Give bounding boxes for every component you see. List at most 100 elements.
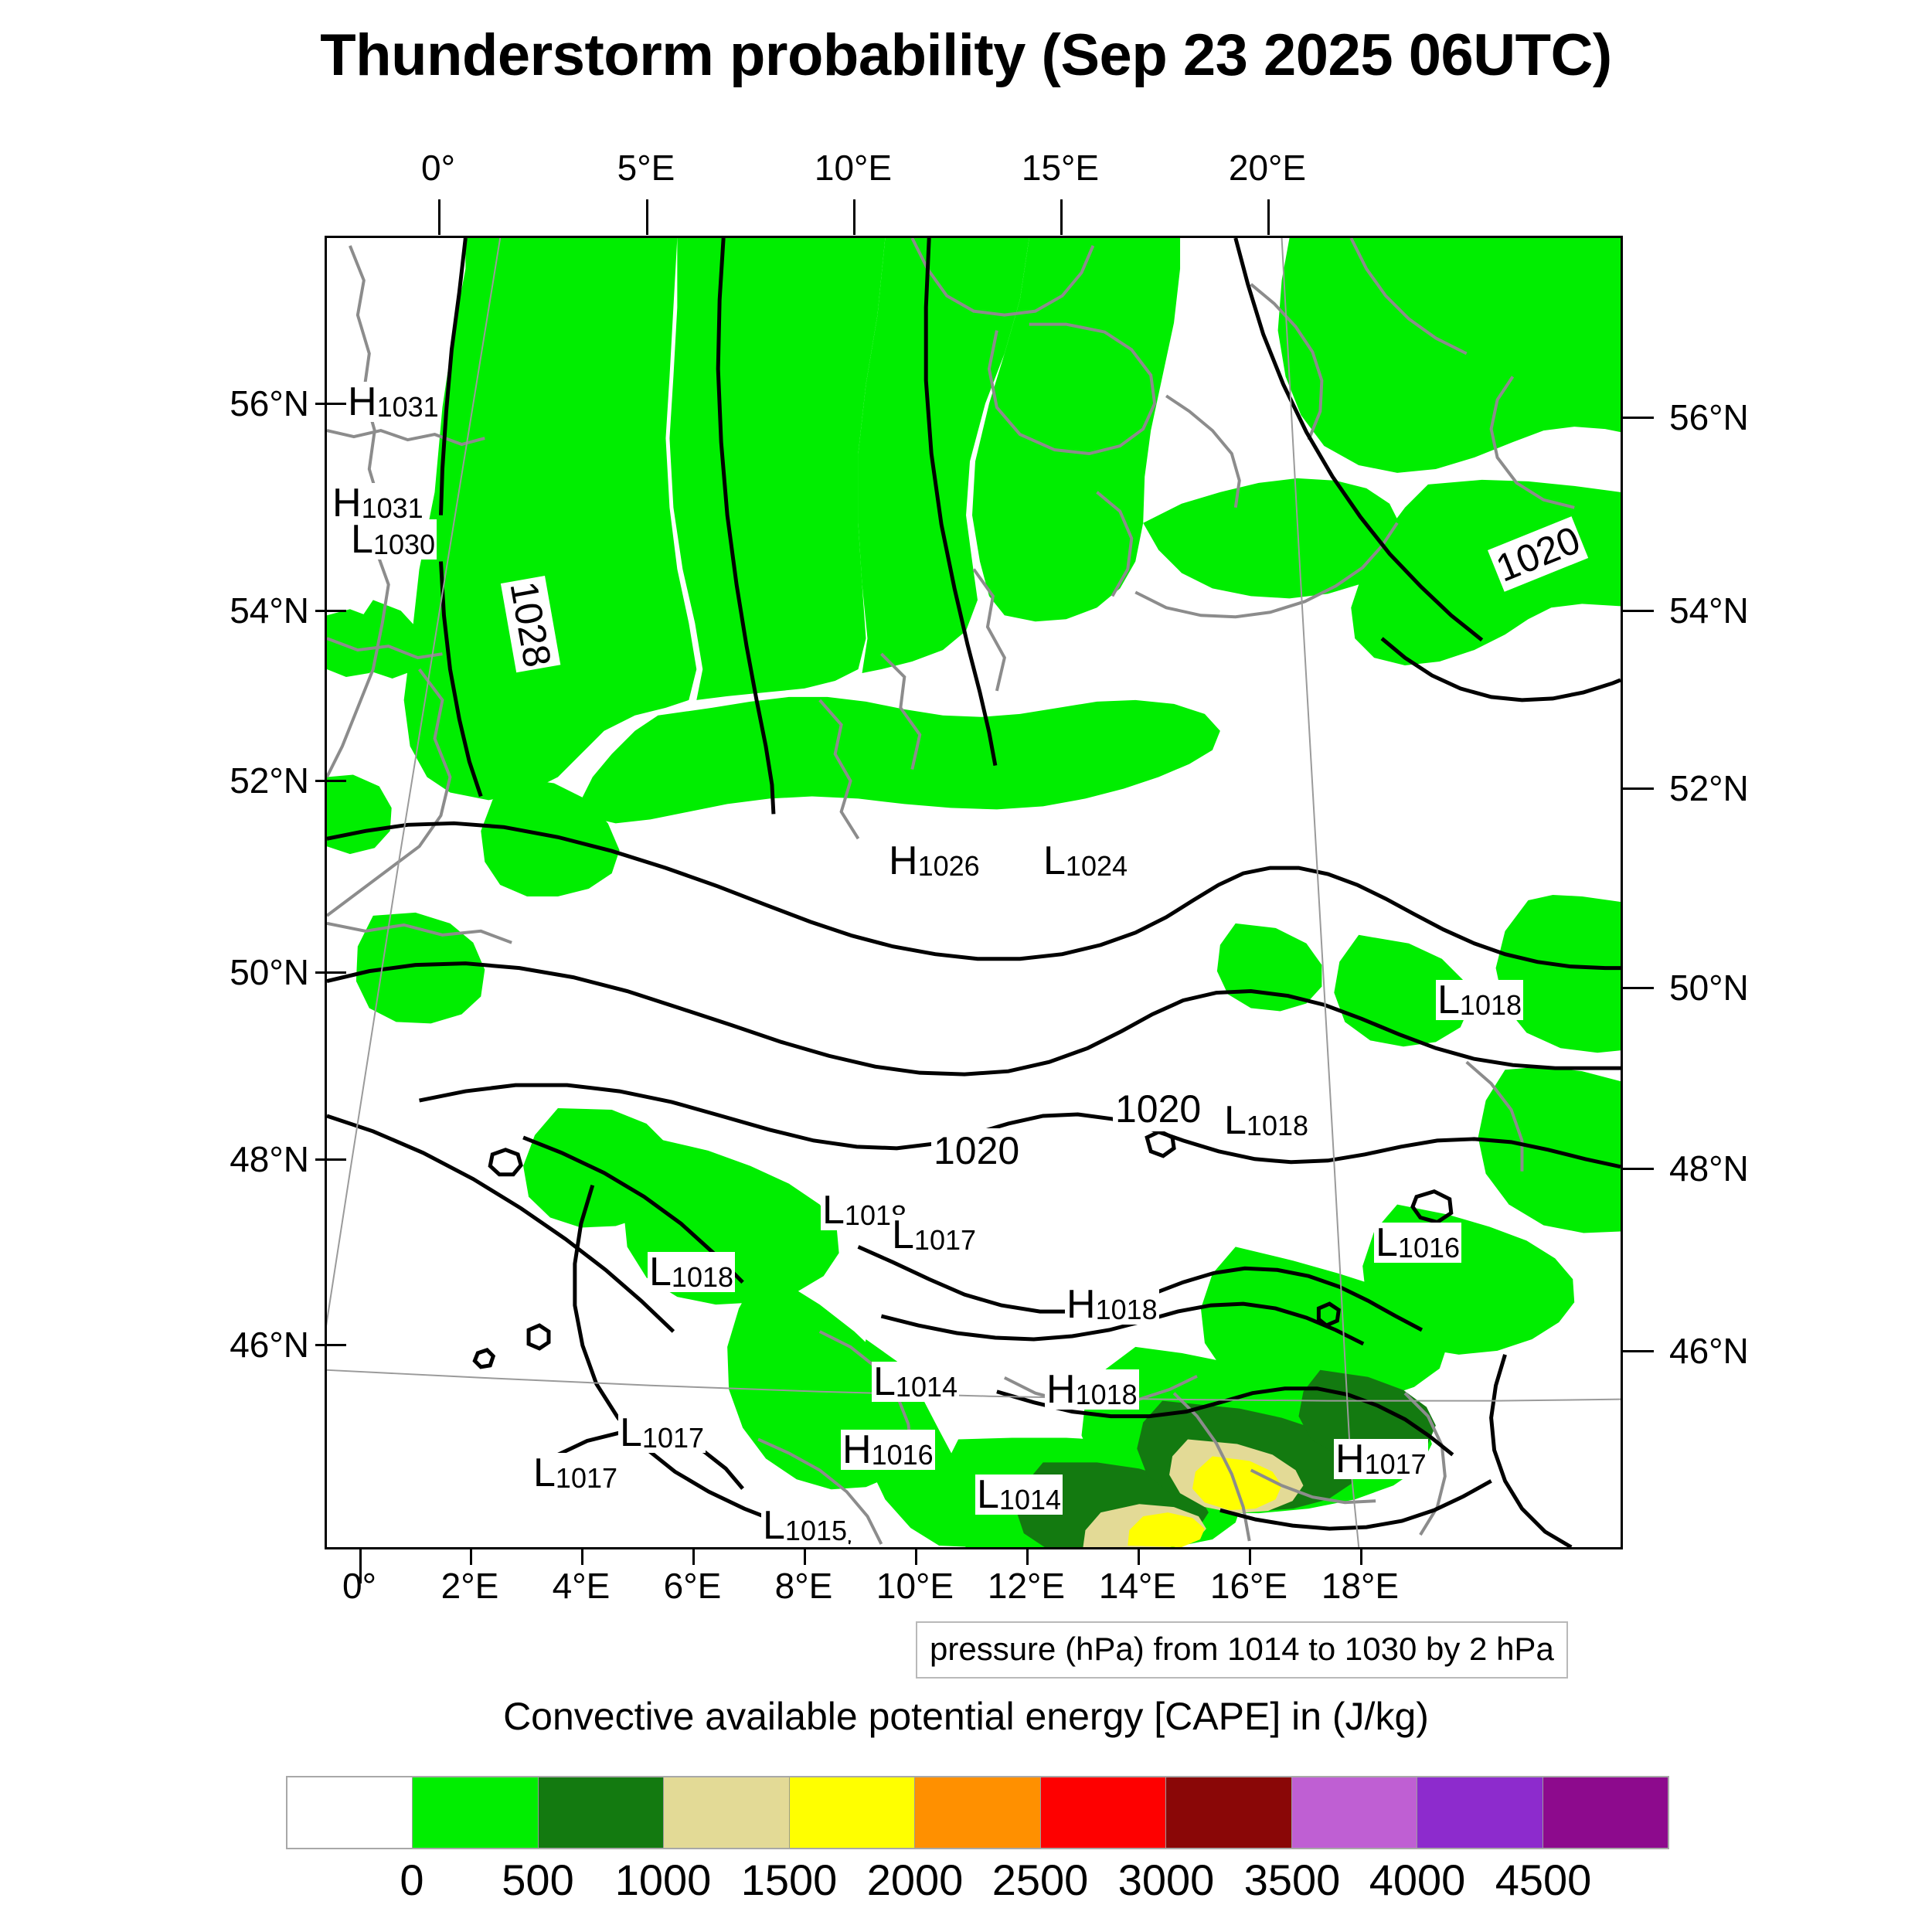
axis-tick-bottom-5: 10°E (876, 1566, 954, 1606)
axis-tick-right-1: 54°N (1669, 590, 1749, 631)
tickmark-bottom-8 (1249, 1549, 1251, 1565)
map-plot-area[interactable] (325, 236, 1623, 1549)
colorbar-swatch-5 (915, 1777, 1041, 1848)
cape-shading-green (327, 238, 1621, 1547)
axis-tick-top-0: 0° (421, 148, 455, 188)
colorbar-swatch-6 (1040, 1777, 1167, 1848)
coastline-layer (327, 238, 1575, 1545)
axis-tick-left-4: 48°N (230, 1139, 309, 1179)
pressure-center-l-1014-a: L1014 (872, 1359, 960, 1404)
axis-tick-top-4: 20°E (1228, 148, 1307, 188)
colorbar-tick-4: 2000 (866, 1855, 964, 1904)
tickmark-top-2 (853, 199, 855, 235)
axis-tick-left-0: 56°N (230, 383, 309, 423)
tickmark-bottom-6 (1026, 1549, 1029, 1565)
pressure-center-l-1016: L1016 (1374, 1220, 1462, 1265)
tickmark-bottom-1 (470, 1549, 472, 1565)
axis-tick-left-2: 52°N (230, 760, 309, 801)
colorbar-swatch-4 (789, 1777, 916, 1848)
axis-tick-top-3: 15°E (1021, 148, 1100, 188)
axis-tick-left-5: 46°N (230, 1325, 309, 1365)
colorbar-tick-5: 2500 (992, 1855, 1089, 1904)
colorbar-tick-6: 3000 (1117, 1855, 1215, 1904)
tickmark-bottom-4 (804, 1549, 806, 1565)
axis-tick-left-3: 50°N (230, 952, 309, 992)
colorbar-swatch-2 (538, 1777, 665, 1848)
pressure-legend-box: pressure (hPa) from 1014 to 1030 by 2 hP… (916, 1621, 1568, 1679)
pressure-center-l-1018-d: L1018 (648, 1250, 736, 1294)
colorbar-swatch-3 (664, 1777, 790, 1848)
tickmark-left-2 (315, 780, 346, 782)
colorbar-tick-0: 0 (400, 1855, 424, 1904)
pressure-center-l-1018-b: L1018 (1223, 1098, 1311, 1143)
axis-tick-bottom-2: 4°E (552, 1566, 611, 1606)
pressure-center-h-1016: H1016 (841, 1427, 935, 1472)
axis-tick-bottom-3: 6°E (663, 1566, 722, 1606)
colorbar-tick-8: 4000 (1369, 1855, 1466, 1904)
tickmark-bottom-5 (915, 1549, 917, 1565)
pressure-center-l-1014-b: L1014 (975, 1472, 1063, 1517)
axis-tick-bottom-9: 18°E (1321, 1566, 1400, 1606)
tickmark-right-4 (1621, 1168, 1654, 1170)
colorbar-caption: Convective available potential energy [C… (503, 1695, 1429, 1738)
pressure-center-h-1017: H1017 (1334, 1437, 1428, 1481)
axis-tick-left-1: 54°N (230, 590, 309, 631)
tickmark-top-3 (1060, 199, 1063, 235)
tickmark-right-5 (1621, 1350, 1654, 1352)
tickmark-bottom-2 (581, 1549, 583, 1565)
axis-tick-top-2: 10°E (814, 148, 893, 188)
colorbar-tick-1: 500 (502, 1855, 574, 1904)
tickmark-left-3 (315, 971, 346, 974)
axis-tick-bottom-1: 2°E (440, 1566, 499, 1606)
colorbar-swatch-0 (287, 1777, 413, 1848)
colorbar-tick-3: 1500 (740, 1855, 838, 1904)
tickmark-top-0 (438, 199, 440, 235)
axis-tick-bottom-8: 16°E (1209, 1566, 1288, 1606)
pressure-center-l-1024: L1024 (1042, 838, 1130, 883)
axis-tick-bottom-7: 14°E (1098, 1566, 1177, 1606)
axis-tick-right-0: 56°N (1669, 397, 1749, 437)
tickmark-left-1 (315, 610, 346, 612)
map-canvas (327, 238, 1621, 1547)
pressure-center-l-1017-c: L1017 (532, 1451, 620, 1495)
pressure-center-h-1026: H1026 (887, 838, 981, 883)
colorbar-swatch-10 (1543, 1777, 1668, 1848)
pressure-center-h-1018-b: H1018 (1045, 1367, 1139, 1412)
axis-tick-bottom-4: 8°E (774, 1566, 833, 1606)
isobar-label-1020-a: 1020 (931, 1128, 1022, 1173)
pressure-center-l-1017-a: L1017 (890, 1213, 978, 1257)
axis-tick-top-1: 5°E (617, 148, 675, 188)
tickmark-bottom-9 (1360, 1549, 1362, 1565)
isobar-layer (327, 238, 1621, 1547)
tickmark-left-5 (315, 1344, 346, 1346)
cape-colorbar[interactable] (286, 1776, 1669, 1849)
isobar-label-1020-b: 1020 (1113, 1087, 1204, 1131)
colorbar-swatch-8 (1291, 1777, 1418, 1848)
pressure-center-h-1031-b: H1031 (331, 481, 425, 526)
axis-tick-right-3: 50°N (1669, 968, 1749, 1008)
pressure-center-h-1018-a: H1018 (1065, 1282, 1159, 1327)
tickmark-bottom-0 (359, 1549, 362, 1583)
pressure-center-h-1031-a: H1031 (346, 379, 440, 424)
cape-shading-yellow (1128, 1456, 1282, 1547)
colorbar-tick-labels: 0 500 1000 1500 2000 2500 3000 3500 4000… (286, 1855, 1669, 1909)
colorbar-tick-7: 3500 (1243, 1855, 1341, 1904)
tickmark-top-4 (1267, 199, 1270, 235)
pressure-center-l-1017-b: L1017 (618, 1410, 706, 1455)
colorbar-swatch-7 (1166, 1777, 1292, 1848)
tickmark-right-2 (1621, 787, 1654, 790)
axis-tick-right-2: 52°N (1669, 768, 1749, 808)
tickmark-right-3 (1621, 987, 1654, 989)
pressure-center-l-1018-c: L1018 (821, 1188, 909, 1233)
tickmark-right-0 (1621, 417, 1654, 419)
colorbar-swatch-9 (1417, 1777, 1543, 1848)
tickmark-left-4 (315, 1158, 346, 1161)
tickmark-left-0 (315, 403, 346, 405)
page-title: Thunderstorm probability (Sep 23 2025 06… (320, 22, 1612, 88)
tickmark-right-1 (1621, 610, 1654, 612)
pressure-center-l-1030: L1030 (349, 517, 437, 562)
axis-tick-right-4: 48°N (1669, 1148, 1749, 1189)
graticule-layer (327, 238, 1621, 1547)
axis-tick-right-5: 46°N (1669, 1331, 1749, 1371)
tickmark-top-1 (646, 199, 648, 235)
